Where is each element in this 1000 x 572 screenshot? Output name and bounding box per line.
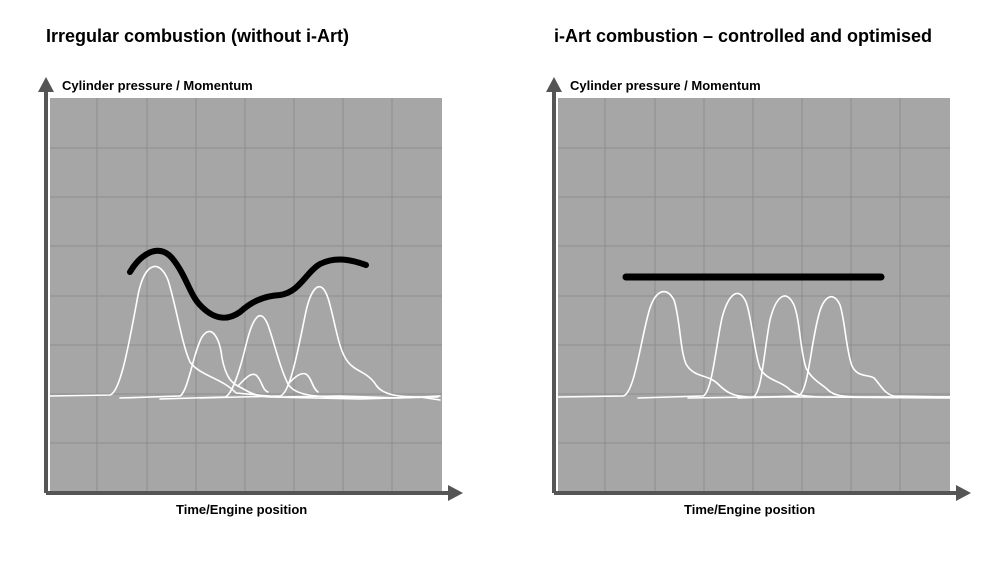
- pressure-trace: [637, 292, 951, 399]
- pressure-traces: [49, 265, 441, 401]
- pressure-trace: [49, 265, 441, 399]
- pressure-trace: [119, 330, 421, 400]
- panel-irregular-combustion: Irregular combustion (without i-Art): [38, 26, 463, 517]
- grid: [50, 98, 442, 493]
- axes: [546, 77, 971, 501]
- x-axis-label: Time/Engine position: [176, 502, 308, 517]
- pressure-trace: [737, 295, 951, 399]
- y-axis-label: Cylinder pressure / Momentum: [570, 78, 761, 93]
- x-axis-label: Time/Engine position: [684, 502, 816, 517]
- panel-title: Irregular combustion (without i-Art): [46, 26, 349, 46]
- pressure-trace: [237, 373, 269, 393]
- x-axis-arrow: [956, 485, 971, 501]
- y-axis-label: Cylinder pressure / Momentum: [62, 78, 253, 93]
- pressure-trace: [159, 314, 439, 400]
- pressure-trace: [557, 290, 951, 398]
- y-axis-arrow: [546, 77, 562, 92]
- pressure-traces: [557, 290, 951, 399]
- pressure-trace: [199, 285, 441, 401]
- pressure-trace: [687, 295, 951, 399]
- panel-iart-combustion: i-Art combustion – controlled and optimi…: [508, 0, 1000, 572]
- axes: [38, 77, 463, 501]
- panel-title: i-Art combustion – controlled and optimi…: [554, 26, 933, 46]
- pressure-trace: [287, 372, 319, 393]
- chart-irregular-combustion: [38, 77, 463, 501]
- chart-iart-combustion: [546, 77, 971, 501]
- x-axis-arrow: [448, 485, 463, 501]
- y-axis-arrow: [38, 77, 54, 92]
- momentum-line: [127, 247, 369, 321]
